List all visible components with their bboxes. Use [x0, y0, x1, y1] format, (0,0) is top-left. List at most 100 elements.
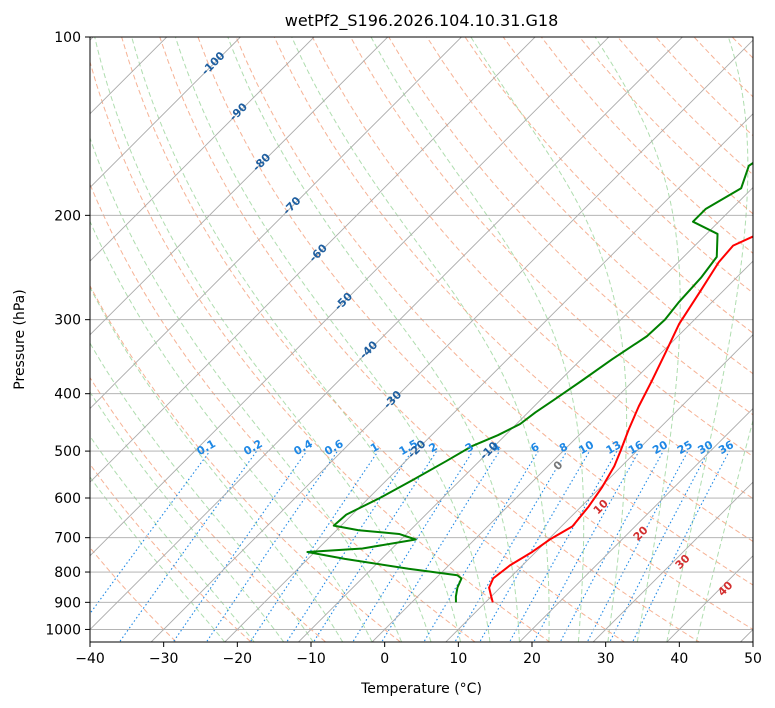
dry-adiabat-line	[311, 37, 753, 500]
dry-adiabat-line	[121, 37, 626, 642]
x-axis-label: Temperature (°C)	[360, 681, 482, 697]
x-tick-label: 40	[670, 651, 688, 667]
isotherm-label: -100	[199, 49, 228, 78]
mixing-ratio-line	[586, 450, 689, 642]
isotherm-line	[90, 37, 610, 557]
moist-adiabat-line	[90, 342, 314, 642]
moist-adiabat-line	[131, 37, 461, 642]
x-tick-label: −10	[296, 651, 326, 667]
mixing-ratio-label: 0.1	[195, 437, 218, 458]
y-tick-label: 500	[54, 444, 81, 460]
isotherm-label: -90	[227, 100, 250, 123]
x-tick-label: 20	[523, 651, 541, 667]
isotherm-line	[445, 334, 753, 642]
mixing-ratio-label: 25	[675, 438, 695, 457]
dry-adiabat-line	[540, 37, 753, 254]
x-tick-label: 30	[597, 651, 615, 667]
series-lines	[306, 161, 753, 603]
y-tick-label: 600	[54, 491, 81, 507]
mixing-ratio-label: 30	[695, 438, 715, 457]
isotherm-label: -50	[332, 290, 355, 313]
y-tick-label: 900	[54, 595, 81, 611]
isotherm-line	[0, 0, 3, 665]
dry-adiabat-line	[90, 60, 551, 642]
moist-adiabat-line	[94, 37, 432, 642]
mixing-ratio-label: 8	[557, 440, 570, 455]
isotherm-line	[90, 37, 168, 115]
x-tick-label: 50	[744, 651, 762, 667]
dry-adiabat-line	[464, 37, 753, 334]
x-tick-label: 10	[449, 651, 467, 667]
mixing-ratio-label: 13	[604, 438, 624, 457]
moist-adiabat-line	[470, 37, 628, 642]
isotherm-line	[90, 37, 536, 483]
isotherm-line	[90, 37, 242, 189]
dry-adiabat-line	[731, 37, 753, 59]
isotherm-line	[90, 37, 684, 631]
mixing-ratio-line	[609, 450, 709, 642]
dry-adiabat-line	[578, 37, 753, 215]
dry-adiabat-line	[502, 37, 753, 294]
mixing-ratio-label: 36	[716, 438, 736, 457]
isotherm-line	[297, 186, 753, 642]
moist-adiabat-line	[594, 37, 681, 642]
mixing-ratio-label: 0.6	[322, 437, 346, 458]
y-tick-label: 100	[54, 30, 81, 46]
isotherm-label: -70	[280, 194, 303, 217]
mixing-ratio-lines	[90, 450, 730, 642]
dry-adiabat-line	[197, 37, 753, 631]
moist-adiabat-line	[90, 435, 255, 642]
mixing-ratio-line	[90, 450, 211, 615]
isotherm-line	[739, 628, 753, 642]
isotherm-line	[90, 37, 463, 410]
dry-adiabat-line	[716, 0, 775, 647]
mixing-ratio-label: 2	[427, 440, 440, 455]
mixing-ratio-line	[312, 450, 438, 642]
dewpoint-profile-line	[306, 161, 753, 603]
mixing-ratio-line	[352, 450, 474, 642]
mixing-ratio-label: 0.2	[241, 437, 264, 458]
mixing-ratio-label: 6	[528, 440, 541, 455]
x-tick-label: −40	[75, 651, 105, 667]
isotherm-line	[592, 481, 753, 642]
x-tick-label: 0	[380, 651, 389, 667]
isotherm-line	[666, 555, 753, 642]
isotherm-line	[150, 39, 753, 642]
moist-adiabat-line	[90, 476, 226, 642]
y-tick-label: 400	[54, 387, 81, 403]
y-tick-label: 800	[54, 565, 81, 581]
dry-adiabat-line	[388, 37, 753, 416]
isotherm-line	[518, 407, 753, 642]
dry-adiabat-line	[90, 546, 177, 642]
y-tick-label: 700	[54, 531, 81, 547]
pressure-gridlines	[90, 37, 753, 630]
plot-frame	[89, 36, 754, 643]
mixing-ratio-line	[631, 450, 730, 642]
x-tick-label: −20	[223, 651, 253, 667]
mixing-ratio-line	[249, 450, 379, 642]
y-tick-label: 1000	[45, 622, 81, 638]
moist-adiabat-line	[90, 391, 285, 642]
mixing-ratio-line	[559, 450, 664, 642]
dry-adiabats	[90, 0, 775, 647]
dry-adiabat-line	[159, 37, 701, 642]
dry-adiabat-line	[273, 37, 753, 543]
y-axis-ticks: 100 200 300 400 500 600 700 800 900 1000	[45, 30, 90, 638]
moist-adiabat-line	[174, 37, 491, 642]
moist-adiabat-line	[90, 286, 344, 642]
dry-adiabat-line	[90, 182, 476, 642]
y-axis-label: Pressure (hPa)	[12, 289, 28, 389]
isotherm-line	[90, 37, 315, 262]
wetbulb-label: 40	[715, 579, 735, 599]
dry-adiabat-line	[90, 463, 252, 642]
mixing-ratio-line	[118, 450, 258, 642]
isotherm-label: -80	[250, 150, 273, 173]
isotherm-line	[371, 260, 753, 642]
dry-adiabat-line	[617, 37, 753, 176]
mixing-ratio-line	[454, 450, 568, 642]
moist-adiabat-line	[666, 37, 749, 642]
moist-adiabat-line	[291, 37, 550, 642]
mixing-ratio-line	[380, 450, 500, 642]
isotherms	[0, 0, 753, 665]
